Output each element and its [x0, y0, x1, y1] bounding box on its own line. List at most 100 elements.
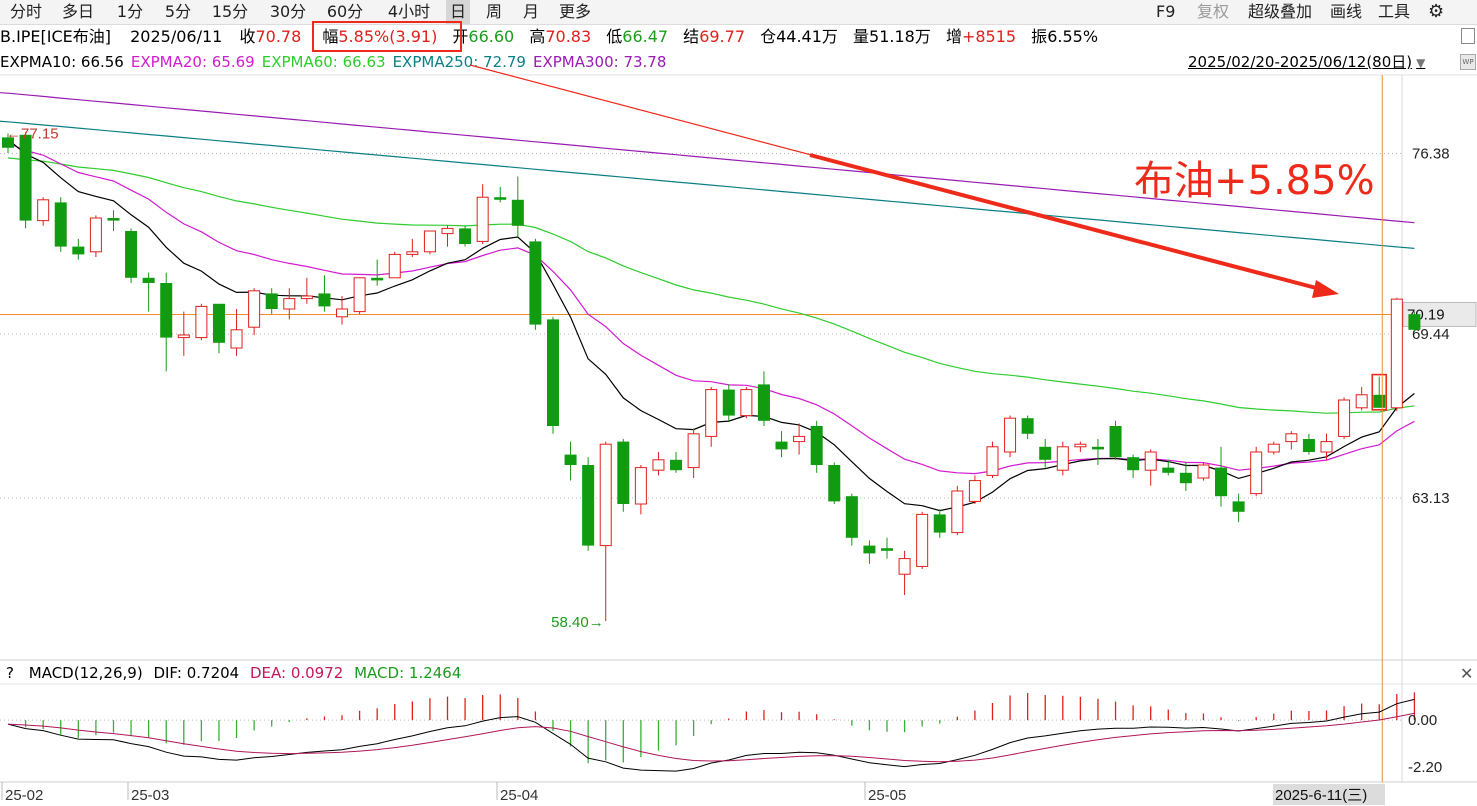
volume-value: 51.18万: [869, 27, 931, 46]
period-tab-11[interactable]: 更多: [558, 2, 591, 21]
period-tab-8[interactable]: 日: [446, 0, 470, 24]
macd-bars-group: [24, 692, 1416, 764]
candle-body-up: [1285, 433, 1298, 443]
open-interest-value: 44.41万: [776, 27, 838, 46]
candle-body-down: [617, 441, 630, 504]
candle-body-up: [740, 389, 753, 417]
macd-name: MACD(12,26,9): [28, 664, 143, 682]
dropdown-arrow-icon: ▼: [1416, 56, 1426, 70]
ema60-line: [7, 157, 1415, 414]
candle-body-down: [757, 384, 770, 421]
candle-body-down: [670, 459, 683, 471]
volume-label: 量: [853, 27, 870, 46]
candle-body-down: [1162, 467, 1175, 473]
candle-body-up: [898, 558, 911, 575]
candle-body-down: [494, 197, 507, 200]
candle-body-down: [1127, 457, 1140, 471]
candle-body-up: [248, 290, 261, 328]
highlight-candle-box: [1371, 373, 1388, 411]
ema-legend-item-4: EXPMA300: 73.78: [532, 53, 667, 71]
candle-body-down: [107, 218, 120, 221]
high-marker-label: ←77.15: [6, 126, 59, 143]
ema-legend-item-3: EXPMA250: 72.79: [392, 53, 526, 71]
high-value: 70.83: [545, 27, 592, 46]
candle-body-down: [511, 199, 524, 226]
period-tab-4[interactable]: 15分: [211, 2, 249, 21]
candle-body-up: [1267, 443, 1280, 453]
candle-body-down: [775, 441, 788, 450]
tool-f9[interactable]: F9: [1156, 2, 1176, 21]
candle-body-up: [1250, 451, 1263, 495]
candle-body-down: [933, 514, 946, 533]
candle-body-down: [582, 465, 595, 546]
tool-draw-line[interactable]: 画线: [1330, 2, 1363, 21]
candle-body-up: [1144, 451, 1157, 471]
period-tab-0[interactable]: 分时: [9, 2, 42, 21]
candle-body-up: [388, 253, 401, 279]
candle-body-down: [722, 389, 735, 416]
period-tab-1[interactable]: 多日: [61, 2, 94, 21]
date-range-selector[interactable]: 2025/02/20-2025/06/12(80日) ▼: [1188, 50, 1425, 74]
macd-axis-label: 0.00: [1408, 712, 1437, 729]
tool-tools[interactable]: 工具: [1378, 2, 1411, 21]
candle-body-up: [1074, 443, 1087, 448]
date-range-text: 2025/02/20-2025/06/12(80日): [1188, 53, 1413, 71]
low-label: 低: [606, 27, 623, 46]
period-tab-5[interactable]: 30分: [269, 2, 307, 21]
wp-icon[interactable]: WP: [1460, 54, 1476, 70]
candle-body-down: [1215, 467, 1228, 497]
candle-body-down: [810, 426, 823, 465]
macd-axis-label: -2.20: [1408, 759, 1442, 776]
candle-body-up: [441, 227, 454, 235]
price-axis-label: 76.38: [1412, 146, 1450, 163]
price-axis-label: 69.44: [1412, 326, 1450, 343]
high-label: 高: [529, 27, 546, 46]
macd-dea: DEA: 0.0972: [249, 664, 344, 682]
help-icon[interactable]: ?: [6, 664, 14, 682]
period-tab-3[interactable]: 5分: [164, 2, 192, 21]
candle-body-down: [1408, 314, 1421, 330]
candle-body-up: [476, 196, 489, 242]
period-tab-7[interactable]: 4小时: [387, 2, 431, 21]
close-icon[interactable]: ✕: [1460, 664, 1474, 683]
candle-body-up: [1390, 298, 1403, 409]
gear-icon[interactable]: ⚙: [1428, 1, 1445, 22]
change-value: 5.85%(3.91): [338, 27, 438, 46]
increase-label: 增: [945, 27, 962, 46]
candle-body-down: [318, 293, 331, 307]
low-value: 66.47: [622, 27, 669, 46]
candle-body-up: [1197, 464, 1210, 479]
candle-body-down: [125, 231, 138, 278]
period-tab-6[interactable]: 60分: [326, 2, 364, 21]
candle-body-down: [881, 548, 893, 551]
symbol-name: B.IPE[ICE布油]: [0, 27, 112, 46]
period-toolbar: [0, 0, 1477, 25]
period-tab-9[interactable]: 周: [485, 2, 502, 21]
tool-super-overlay[interactable]: 超级叠加: [1248, 2, 1313, 21]
tool-restore-rights[interactable]: 复权: [1197, 2, 1230, 21]
candle-body-up: [353, 277, 366, 313]
settle-value: 69.77: [699, 27, 745, 46]
candle-body-up: [230, 329, 243, 349]
ema-legend-item-0: EXPMA10: 66.56: [0, 53, 124, 71]
macd-dif-line: [7, 698, 1415, 772]
annotation-text: 布油+5.85%: [1134, 158, 1375, 204]
candle-body-down: [1373, 394, 1386, 408]
macd-dif: DIF: 0.7204: [153, 664, 240, 682]
x-axis-label: 25-05: [868, 787, 906, 804]
candle-body-up: [986, 446, 999, 476]
arrow-head: [1312, 280, 1339, 298]
quote-date: 2025/06/11: [130, 27, 223, 46]
period-tab-10[interactable]: 月: [522, 2, 539, 21]
amplitude-value: 6.55%: [1047, 27, 1099, 46]
candle-body-down: [1039, 446, 1052, 460]
candle-body-up: [300, 295, 313, 300]
candle-body-down: [371, 277, 384, 281]
amplitude-label: 振: [1031, 27, 1048, 46]
arrow-shaft: [809, 153, 1321, 291]
window-icon[interactable]: [1461, 28, 1475, 44]
period-tab-2[interactable]: 1分: [116, 2, 144, 21]
candle-body-up: [195, 305, 208, 339]
candle-body-down: [1179, 472, 1192, 484]
